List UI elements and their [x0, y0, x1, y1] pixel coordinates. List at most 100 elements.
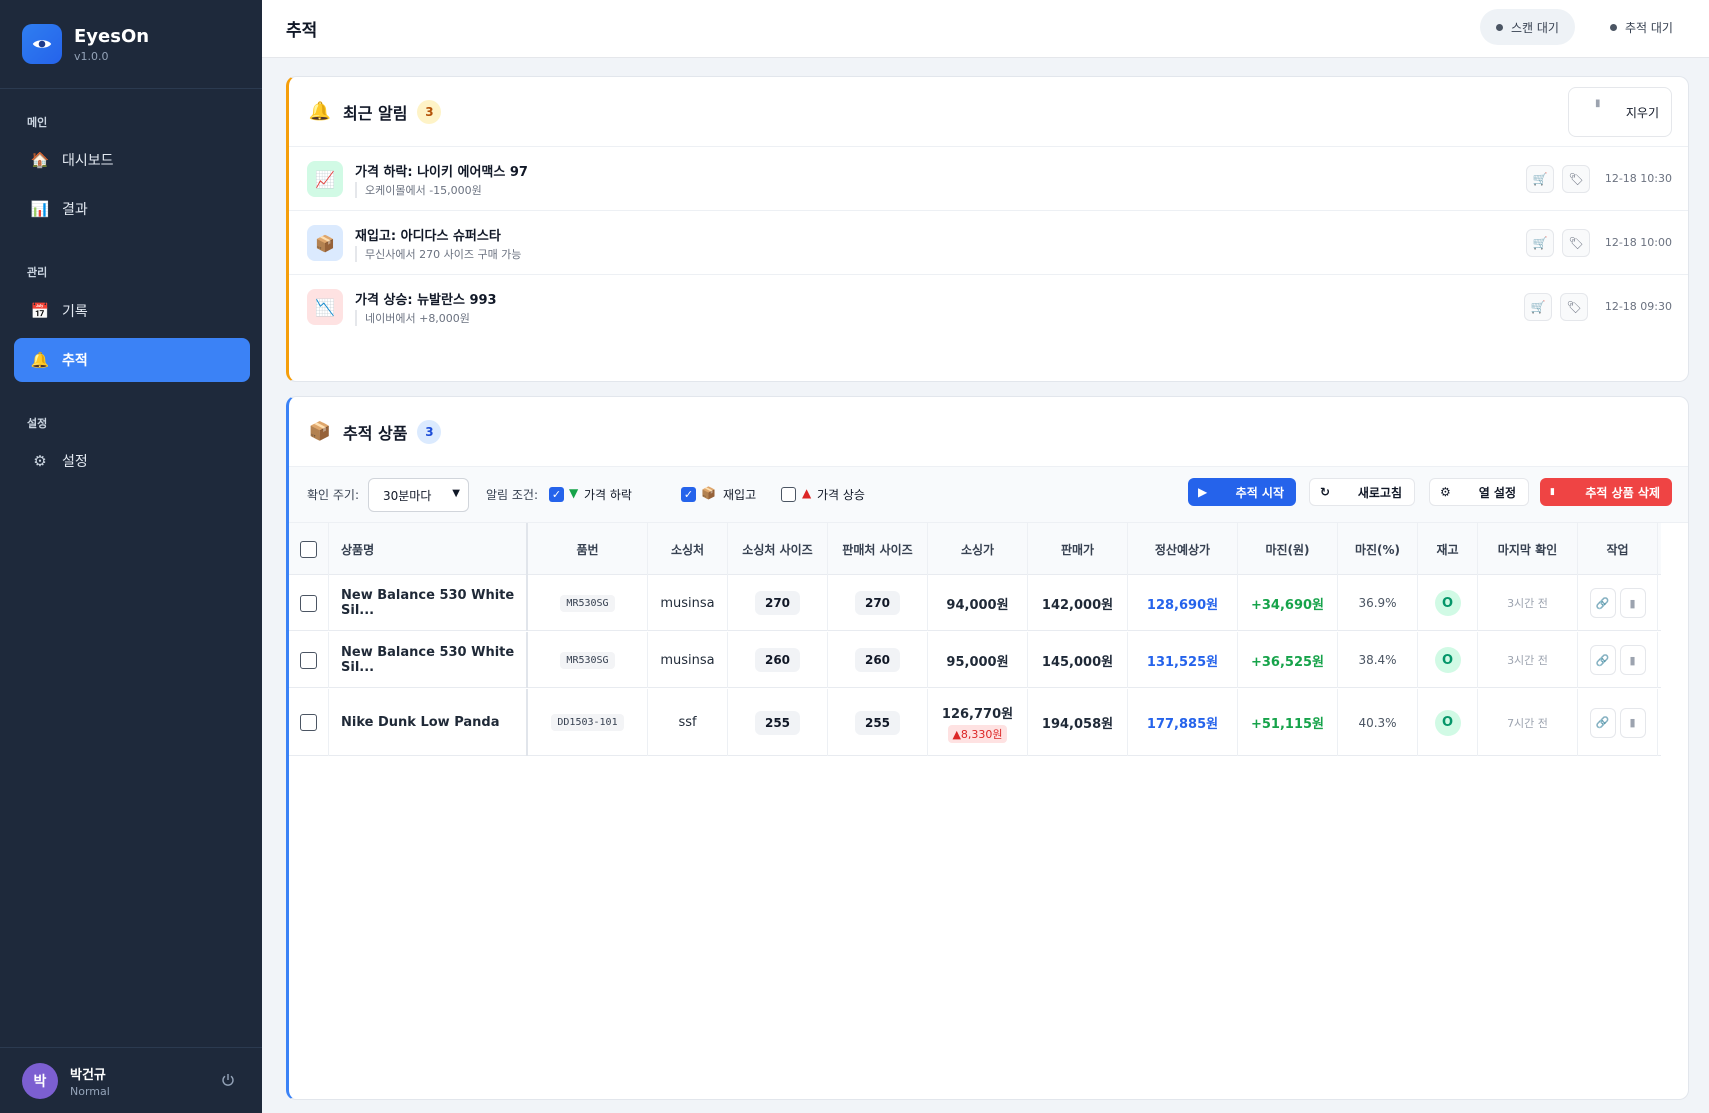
alert-title: 재입고: 아디다스 슈퍼스타	[355, 229, 501, 244]
payout: 128,690원	[1128, 575, 1238, 631]
col-last-checked[interactable]: 마지막 확인	[1478, 523, 1578, 575]
interval-select[interactable]: 30분마다 ▼	[368, 478, 469, 512]
cost: 94,000원	[928, 575, 1028, 631]
track-status-text: 추적 대기	[1625, 20, 1673, 35]
code-cell: MR530SG	[528, 632, 648, 688]
col-margin-pct[interactable]: 마진(%)	[1338, 523, 1418, 575]
tracked-header: 📦 추적 상품 3	[289, 397, 1688, 467]
alert-time: 12-18 10:30	[1604, 172, 1672, 185]
user-role: Normal	[70, 1084, 110, 1098]
alert-item: 📉 가격 상승: 뉴발란스 993 네이버에서 +8,000원 🛒 🏷 12-1…	[289, 275, 1688, 339]
actions-cell: 🔗 ▮	[1578, 575, 1658, 631]
tag-icon[interactable]: 🏷	[1560, 293, 1588, 321]
price-drop-checkbox[interactable]: ✓	[549, 487, 564, 502]
chevron-down-icon: ▼	[452, 488, 460, 499]
product-name: New Balance 530 White Sil...	[329, 575, 528, 631]
link-icon[interactable]: 🔗	[1589, 707, 1616, 738]
tag-icon[interactable]: 🏷	[1562, 165, 1590, 193]
gear-icon: ⚙	[1440, 485, 1451, 499]
select-all-checkbox[interactable]	[300, 540, 317, 558]
cart-icon[interactable]: 🛒	[1526, 165, 1554, 193]
col-sell-size[interactable]: 판매처 사이즈	[828, 523, 928, 575]
top-header: 추적 스캔 대기 추적 대기	[262, 0, 1709, 58]
refresh-button[interactable]: ↻ 새로고침	[1309, 478, 1415, 506]
sidebar-item-results[interactable]: 📊 결과	[14, 187, 250, 231]
sidebar-item-tracking[interactable]: 🔔 추적	[14, 338, 250, 382]
chart-icon: 📊	[30, 200, 50, 218]
restock-checkbox[interactable]: ✓	[681, 487, 696, 502]
margin: +51,115원	[1238, 689, 1338, 756]
eye-icon	[22, 24, 62, 64]
tracked-title: 추적 상품	[343, 423, 408, 443]
payout: 131,525원	[1128, 632, 1238, 688]
col-source-size[interactable]: 소싱처 사이즈	[728, 523, 828, 575]
col-margin[interactable]: 마진(원)	[1238, 523, 1338, 575]
margin: +34,690원	[1238, 575, 1338, 631]
row-select-cell	[289, 575, 329, 631]
row-checkbox[interactable]	[300, 651, 317, 669]
trash-icon[interactable]: ▮	[1619, 645, 1646, 675]
margin-pct: 36.9%	[1338, 575, 1418, 631]
sidebar-item-dashboard[interactable]: 🏠 대시보드	[14, 138, 250, 182]
price-rise-checkbox[interactable]	[781, 487, 796, 502]
last-checked: 7시간 전	[1478, 689, 1578, 756]
stock-badge: O	[1434, 590, 1461, 616]
col-name[interactable]: 상품명	[329, 523, 528, 575]
trash-icon[interactable]: ▮	[1619, 588, 1646, 618]
sidebar-item-label: 대시보드	[62, 153, 114, 169]
sidebar: EyesOn v1.0.0 메인 🏠 대시보드 📊 결과 관리 📅 기록 🔔 추…	[0, 0, 262, 1113]
link-icon[interactable]: 🔗	[1589, 588, 1616, 618]
recent-alerts-card: 🔔 최근 알림 3 ▮ 지우기 📈 가격 하락: 나이키 에어맥스 97 오케이…	[286, 76, 1689, 382]
package-icon: 📦	[308, 421, 332, 442]
col-cost[interactable]: 소싱가	[928, 523, 1028, 575]
alert-item: 📈 가격 하락: 나이키 에어맥스 97 오케이몰에서 -15,000원 🛒 🏷…	[289, 147, 1688, 211]
col-source[interactable]: 소싱처	[648, 523, 728, 575]
source: musinsa	[648, 632, 728, 688]
col-payout[interactable]: 정산예상가	[1128, 523, 1238, 575]
clear-alerts-button[interactable]: ▮ 지우기	[1568, 87, 1672, 137]
stock-cell: O	[1418, 689, 1478, 756]
tracked-products-card: 📦 추적 상품 3 확인 주기: 30분마다 ▼ 알림 조건: ✓ ▼ 가격 하…	[286, 396, 1689, 1100]
tag-icon[interactable]: 🏷	[1562, 229, 1590, 257]
triangle-down-icon: ▼	[569, 486, 579, 500]
sidebar-item-label: 추적	[62, 353, 88, 369]
app-name: EyesOn	[74, 25, 150, 47]
alert-time: 12-18 10:00	[1604, 236, 1672, 249]
alert-desc: 오케이몰에서 -15,000원	[355, 182, 482, 198]
source: musinsa	[648, 575, 728, 631]
start-tracking-button[interactable]: ▶ 추적 시작	[1188, 478, 1296, 506]
calendar-icon: 📅	[30, 302, 50, 320]
user-name: 박건규	[70, 1067, 106, 1083]
avatar: 박	[22, 1062, 58, 1099]
delete-tracked-button[interactable]: ▮ 추적 상품 삭제	[1540, 478, 1672, 506]
trash-icon[interactable]: ▮	[1619, 707, 1646, 738]
alert-title: 가격 상승: 뉴발란스 993	[355, 293, 497, 308]
power-icon[interactable]	[220, 1072, 236, 1088]
sell-size: 255	[854, 710, 901, 735]
col-price[interactable]: 판매가	[1028, 523, 1128, 575]
link-icon[interactable]: 🔗	[1589, 645, 1616, 675]
table-row: New Balance 530 White Sil... MR530SG mus…	[289, 575, 1661, 631]
last-checked: 3시간 전	[1478, 575, 1578, 631]
sell-size-cell: 260	[828, 632, 928, 688]
cart-icon[interactable]: 🛒	[1524, 293, 1552, 321]
row-checkbox[interactable]	[300, 594, 317, 612]
col-stock[interactable]: 재고	[1418, 523, 1478, 575]
margin-pct: 40.3%	[1338, 689, 1418, 756]
sidebar-item-settings[interactable]: ⚙ 설정	[14, 439, 250, 483]
sell-size: 270	[854, 591, 901, 615]
cost: 126,770원	[941, 706, 1014, 722]
stock-cell: O	[1418, 575, 1478, 631]
cart-icon[interactable]: 🛒	[1526, 229, 1554, 257]
stock-badge: O	[1434, 709, 1461, 736]
tracked-count-badge: 3	[417, 419, 442, 444]
row-checkbox[interactable]	[300, 714, 317, 731]
price: 145,000원	[1028, 632, 1128, 688]
column-settings-button[interactable]: ⚙ 열 설정	[1429, 478, 1529, 506]
sidebar-item-history[interactable]: 📅 기록	[14, 289, 250, 333]
product-code: MR530SG	[560, 651, 615, 669]
table-row: New Balance 530 White Sil... MR530SG mus…	[289, 632, 1661, 688]
sell-size: 260	[854, 648, 901, 672]
col-code[interactable]: 품번	[528, 523, 648, 575]
product-code: DD1503-101	[551, 714, 624, 731]
